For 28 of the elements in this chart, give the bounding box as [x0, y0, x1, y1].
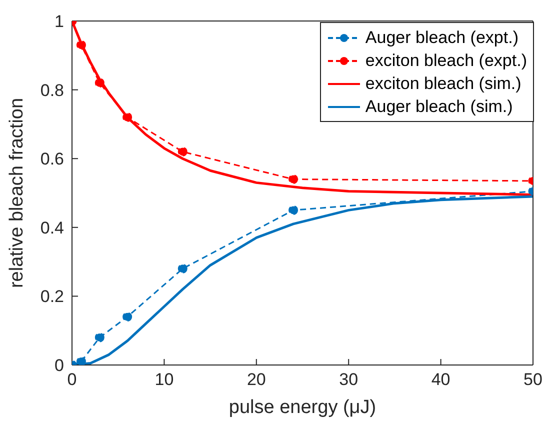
- legend-label: Auger bleach (sim.): [365, 96, 513, 116]
- x-tick-label: 30: [339, 370, 358, 390]
- x-tick-label: 10: [154, 370, 174, 390]
- point: [288, 174, 298, 184]
- x-axis-title: pulse energy (μJ): [228, 397, 376, 418]
- legend-label: exciton bleach (sim.): [365, 74, 522, 94]
- x-tick-label: 40: [431, 370, 450, 390]
- y-tick-label: 0: [54, 356, 64, 376]
- y-tick-label: 0.2: [40, 287, 64, 306]
- y-tick-label: 0.4: [40, 218, 64, 238]
- y-tick-label: 1: [54, 12, 64, 32]
- point: [122, 112, 132, 122]
- x-tick-label: 50: [524, 370, 542, 390]
- point: [76, 40, 86, 50]
- x-tick-label: 0: [67, 370, 77, 390]
- point: [76, 356, 86, 365]
- x-tick-label: 20: [246, 370, 266, 390]
- y-tick-label: 0.6: [40, 150, 64, 169]
- y-axis-title: relative bleach fraction: [6, 98, 28, 288]
- point: [122, 312, 132, 322]
- point: [94, 332, 104, 342]
- y-tick-label: 0.8: [40, 80, 64, 100]
- point: [288, 205, 298, 215]
- legend-label: Auger bleach (expt.): [365, 28, 518, 48]
- legend-label: exciton bleach (expt.): [365, 50, 527, 70]
- point: [178, 264, 188, 274]
- point: [178, 146, 188, 156]
- point: [94, 78, 104, 88]
